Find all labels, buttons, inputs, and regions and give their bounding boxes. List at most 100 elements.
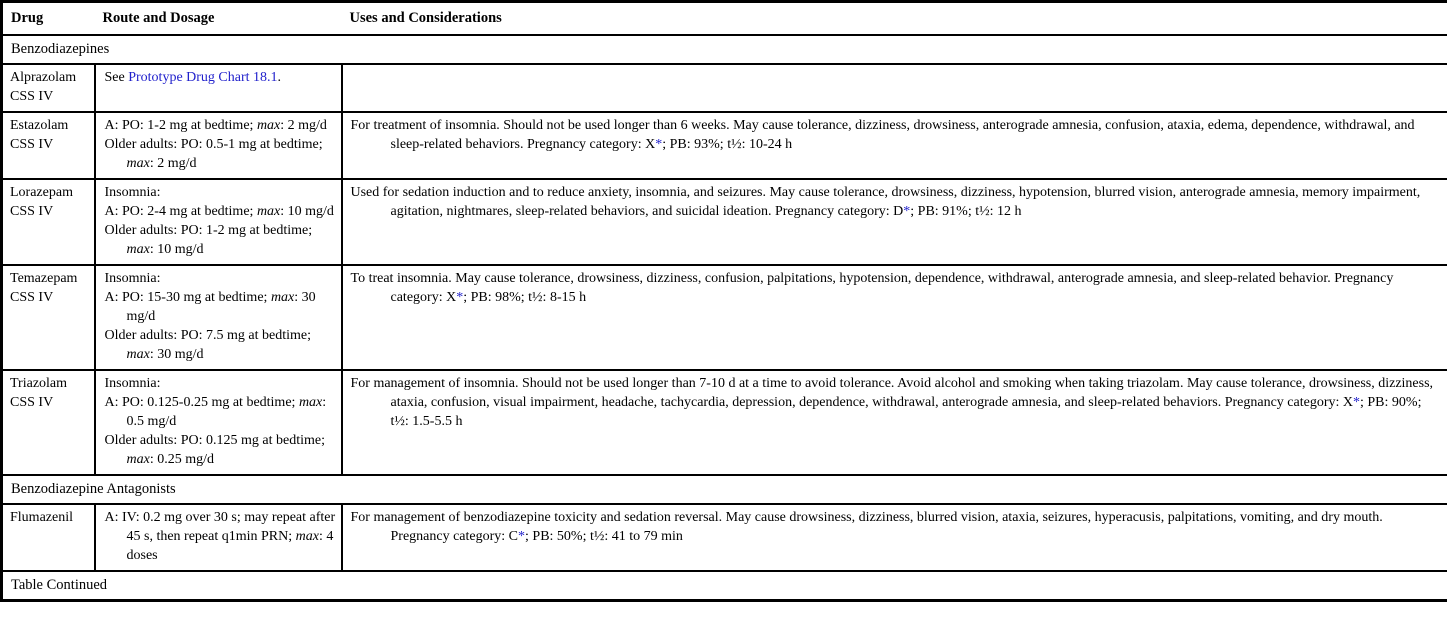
drug-row-lorazepam: Lorazepam CSS IV Insomnia: A: PO: 2-4 mg at… bbox=[1, 178, 1447, 265]
text-run: : 10 mg/d bbox=[149, 242, 204, 257]
uses-text: For treatment of insomnia. Should not be… bbox=[351, 116, 1444, 154]
text-run: For management of insomnia. Should not b… bbox=[350, 376, 1434, 410]
drug-row-temazepam: Temazepam CSS IV Insomnia: A: PO: 15-30 mg … bbox=[1, 264, 1447, 370]
text-run: : 2 mg/d bbox=[149, 156, 197, 171]
dosage-line: Older adults: PO: 0.5-1 mg at bedtime; m… bbox=[105, 135, 337, 173]
drug-name: Temazepam bbox=[10, 271, 78, 286]
dosage-line: A: PO: 2-4 mg at bedtime; max: 10 mg/d bbox=[105, 202, 337, 221]
italic-max-label: max bbox=[256, 204, 281, 219]
text-run: For treatment of insomnia. Should not be… bbox=[350, 118, 1415, 152]
drug-row-flumazenil: Flumazenil A: IV: 0.2 mg over 30 s; may r… bbox=[1, 503, 1447, 571]
text-run: ; PB: 93%; t½: 10-24 h bbox=[662, 137, 793, 152]
dosage-line: A: PO: 0.125-0.25 mg at bedtime; max: 0.… bbox=[105, 393, 337, 431]
drug-name-cell: Triazolam CSS IV bbox=[1, 369, 96, 475]
drug-row-estazolam: Estazolam CSS IV A: PO: 1-2 mg at bedtime;… bbox=[1, 111, 1447, 179]
table-continued: Table Continued bbox=[1, 570, 1447, 601]
uses-cell: For management of insomnia. Should not b… bbox=[341, 369, 1447, 475]
text-run: A: PO: 2-4 mg at bedtime; bbox=[104, 204, 257, 219]
dosage-line: Insomnia: bbox=[105, 269, 337, 288]
dosage-line: Insomnia: bbox=[105, 183, 337, 202]
drug-name-cell: Flumazenil bbox=[1, 503, 96, 571]
column-header-route-dosage: Route and Dosage bbox=[94, 1, 342, 36]
text-run: To treat insomnia. May cause tolerance, … bbox=[350, 271, 1394, 305]
controlled-substance-schedule: CSS IV bbox=[10, 204, 54, 219]
text-run: Older adults: PO: 0.125 mg at bedtime; bbox=[104, 433, 325, 448]
section-row-benzodiazepine-antagonists: Benzodiazepine Antagonists bbox=[1, 474, 1447, 504]
uses-text: For management of benzodiazepine toxicit… bbox=[351, 508, 1444, 546]
drug-name: Alprazolam bbox=[10, 70, 77, 85]
route-dosage-cell: A: IV: 0.2 mg over 30 s; may repeat afte… bbox=[94, 503, 343, 571]
text-run: : 10 mg/d bbox=[280, 204, 334, 219]
section-row-benzodiazepines: Benzodiazepines bbox=[1, 34, 1447, 64]
prototype-drug-chart-link[interactable]: Prototype Drug Chart 18.1 bbox=[128, 70, 278, 85]
drug-name-cell: Lorazepam CSS IV bbox=[1, 178, 96, 265]
drug-name: Triazolam bbox=[10, 376, 68, 391]
text-run: : 0.25 mg/d bbox=[149, 452, 214, 467]
pregnancy-footnote-link[interactable]: * bbox=[903, 204, 911, 219]
italic-max-label: max bbox=[126, 347, 150, 362]
text-run: . bbox=[277, 70, 282, 85]
italic-max-label: max bbox=[270, 290, 295, 305]
text-run: A: PO: 15-30 mg at bedtime; bbox=[104, 290, 271, 305]
dosage-line: A: PO: 1-2 mg at bedtime; max: 2 mg/d bbox=[105, 116, 337, 135]
drug-name-cell: Alprazolam CSS IV bbox=[1, 63, 96, 112]
text-run: ; PB: 90%; t½: 1.5-5.5 h bbox=[390, 395, 1422, 429]
text-run: Older adults: PO: 1-2 mg at bedtime; bbox=[104, 223, 313, 238]
dosage-line: See Prototype Drug Chart 18.1. bbox=[105, 68, 337, 87]
dosage-line: Older adults: PO: 1-2 mg at bedtime; max… bbox=[105, 221, 337, 259]
dosage-line: Older adults: PO: 0.125 mg at bedtime; m… bbox=[105, 431, 337, 469]
italic-max-label: max bbox=[295, 529, 319, 544]
uses-cell: Used for sedation induction and to reduc… bbox=[341, 178, 1447, 265]
text-run: Used for sedation induction and to reduc… bbox=[350, 185, 1421, 219]
text-run: : 0.5 mg/d bbox=[126, 395, 327, 429]
header-row: Drug Route and Dosage Uses and Considera… bbox=[1, 1, 1447, 36]
drug-name: Flumazenil bbox=[10, 510, 73, 525]
drug-name: Estazolam bbox=[10, 118, 69, 133]
dosage-line: Insomnia: bbox=[105, 374, 337, 393]
drug-row-alprazolam: Alprazolam CSS IV See Prototype Drug Chart… bbox=[1, 63, 1447, 112]
column-header-drug: Drug bbox=[1, 1, 95, 36]
text-run: Insomnia: bbox=[104, 376, 161, 391]
table-continued-label: Table Continued bbox=[1, 570, 1447, 601]
uses-text: Used for sedation induction and to reduc… bbox=[351, 183, 1444, 221]
drug-reference-table: Drug Route and Dosage Uses and Considera… bbox=[0, 0, 1447, 602]
text-run: ; PB: 98%; t½: 8-15 h bbox=[463, 290, 587, 305]
route-dosage-cell: See Prototype Drug Chart 18.1. bbox=[94, 63, 343, 112]
text-run: ; PB: 50%; t½: 41 to 79 min bbox=[525, 529, 683, 544]
drug-table-body: Benzodiazepines Alprazolam CSS IV See Proto… bbox=[1, 34, 1447, 601]
pregnancy-footnote-link[interactable]: * bbox=[456, 290, 464, 305]
column-header-uses-considerations: Uses and Considerations bbox=[341, 1, 1447, 36]
uses-cell: To treat insomnia. May cause tolerance, … bbox=[341, 264, 1447, 370]
uses-cell: For treatment of insomnia. Should not be… bbox=[341, 111, 1447, 179]
italic-max-label: max bbox=[126, 452, 150, 467]
uses-cell bbox=[341, 63, 1447, 112]
table-header: Drug Route and Dosage Uses and Considera… bbox=[1, 1, 1447, 36]
text-run: ; PB: 91%; t½: 12 h bbox=[910, 204, 1022, 219]
text-run: Insomnia: bbox=[104, 185, 161, 200]
text-run: A: PO: 1-2 mg at bedtime; bbox=[104, 118, 257, 133]
italic-max-label: max bbox=[126, 242, 150, 257]
drug-name: Lorazepam bbox=[10, 185, 73, 200]
pregnancy-footnote-link[interactable]: * bbox=[518, 529, 526, 544]
text-run: A: PO: 0.125-0.25 mg at bedtime; bbox=[104, 395, 299, 410]
dosage-line: A: IV: 0.2 mg over 30 s; may repeat afte… bbox=[105, 508, 337, 565]
text-run: : 2 mg/d bbox=[280, 118, 327, 133]
text-run: A: IV: 0.2 mg over 30 s; may repeat afte… bbox=[104, 510, 336, 544]
uses-cell: For management of benzodiazepine toxicit… bbox=[341, 503, 1447, 571]
section-label: Benzodiazepine Antagonists bbox=[1, 474, 1447, 504]
uses-text: For management of insomnia. Should not b… bbox=[351, 374, 1444, 431]
text-run: Older adults: PO: 0.5-1 mg at bedtime; bbox=[104, 137, 323, 152]
pregnancy-footnote-link[interactable]: * bbox=[1353, 395, 1360, 410]
pregnancy-footnote-link[interactable]: * bbox=[655, 137, 663, 152]
section-label: Benzodiazepines bbox=[1, 34, 1447, 64]
italic-max-label: max bbox=[256, 118, 281, 133]
text-run: For management of benzodiazepine toxicit… bbox=[350, 510, 1383, 544]
controlled-substance-schedule: CSS IV bbox=[10, 395, 54, 410]
controlled-substance-schedule: CSS IV bbox=[10, 89, 54, 104]
text-run: : 30 mg/d bbox=[126, 290, 316, 324]
drug-name-cell: Temazepam CSS IV bbox=[1, 264, 96, 370]
drug-row-triazolam: Triazolam CSS IV Insomnia: A: PO: 0.125-0.2… bbox=[1, 369, 1447, 475]
drug-name-cell: Estazolam CSS IV bbox=[1, 111, 96, 179]
route-dosage-cell: Insomnia: A: PO: 15-30 mg at bedtime; max… bbox=[94, 264, 343, 370]
text-run: : 4 doses bbox=[126, 529, 334, 563]
